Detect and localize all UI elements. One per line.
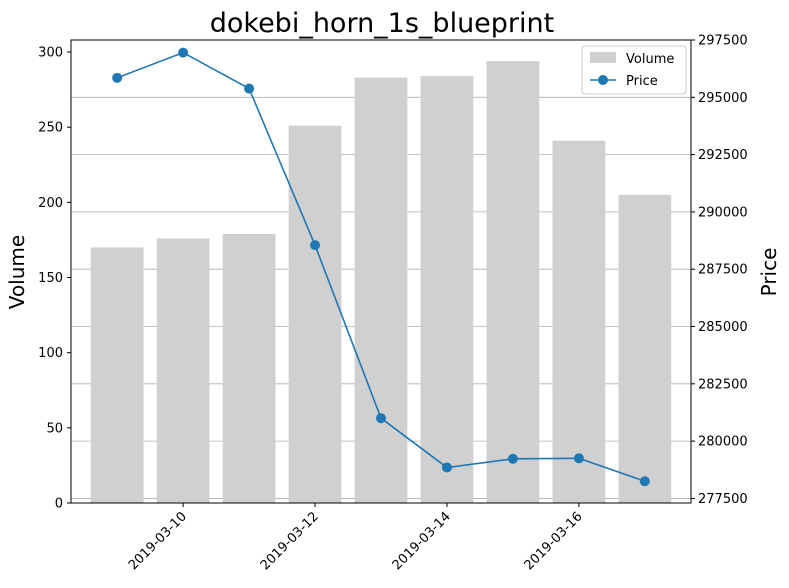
volume-bar	[288, 125, 342, 504]
volume-bar	[354, 77, 408, 503]
volume-bar	[552, 140, 606, 503]
y-left-tick-label: 200	[38, 196, 63, 211]
legend: Volume Price	[581, 45, 687, 95]
x-tick-label: 2019-03-12	[258, 509, 322, 573]
volume-bar	[90, 247, 144, 503]
price-point	[507, 453, 518, 464]
volume-bar	[222, 233, 276, 504]
price-point	[441, 462, 452, 473]
plot-frame	[70, 39, 692, 504]
x-tick-label: 2019-03-16	[522, 509, 586, 573]
legend-price-marker	[598, 75, 608, 85]
legend-volume-label: Volume	[626, 52, 674, 67]
y-axis-left-label: Volume	[5, 235, 29, 309]
price-point	[639, 476, 650, 487]
x-tick-label: 2019-03-14	[390, 509, 454, 573]
legend-price-label: Price	[626, 74, 658, 89]
y-right-tick-label: 282500	[698, 377, 748, 392]
y-axis-right-label: Price	[757, 248, 781, 297]
y-left-tick-label: 150	[38, 271, 63, 286]
y-right-tick-label: 287500	[698, 263, 748, 278]
legend-volume-swatch	[590, 52, 616, 63]
price-point	[310, 240, 321, 251]
y-right-tick-label: 295000	[698, 91, 748, 106]
y-right-tick-label: 285000	[698, 320, 748, 335]
y-right-tick-label: 297500	[698, 34, 748, 49]
price-point	[244, 83, 255, 94]
y-right-tick-label: 290000	[698, 205, 748, 220]
bars	[90, 61, 672, 504]
y-left-tick-label: 250	[38, 121, 63, 136]
volume-bar	[486, 61, 540, 503]
y-right-tick-label: 280000	[698, 435, 748, 450]
y-right-tick-label: 292500	[698, 148, 748, 163]
price-line-group	[112, 47, 650, 487]
price-point	[376, 413, 386, 424]
price-point	[112, 72, 123, 83]
y-left-tick-label: 300	[38, 46, 63, 61]
volume-bar	[618, 194, 672, 503]
x-tick-label: 2019-03-10	[126, 509, 190, 573]
price-point	[573, 453, 584, 464]
volume-bar	[156, 238, 210, 503]
y-left-tick-label: 50	[46, 421, 63, 436]
chart-title: dokebi_horn_1s_blueprint	[210, 8, 555, 39]
volume-bar	[420, 76, 474, 504]
y-right-tick-label: 277500	[698, 492, 748, 507]
y-left-tick-label: 0	[55, 497, 63, 512]
y-left-tick-label: 100	[38, 346, 63, 361]
price-point	[178, 47, 189, 58]
